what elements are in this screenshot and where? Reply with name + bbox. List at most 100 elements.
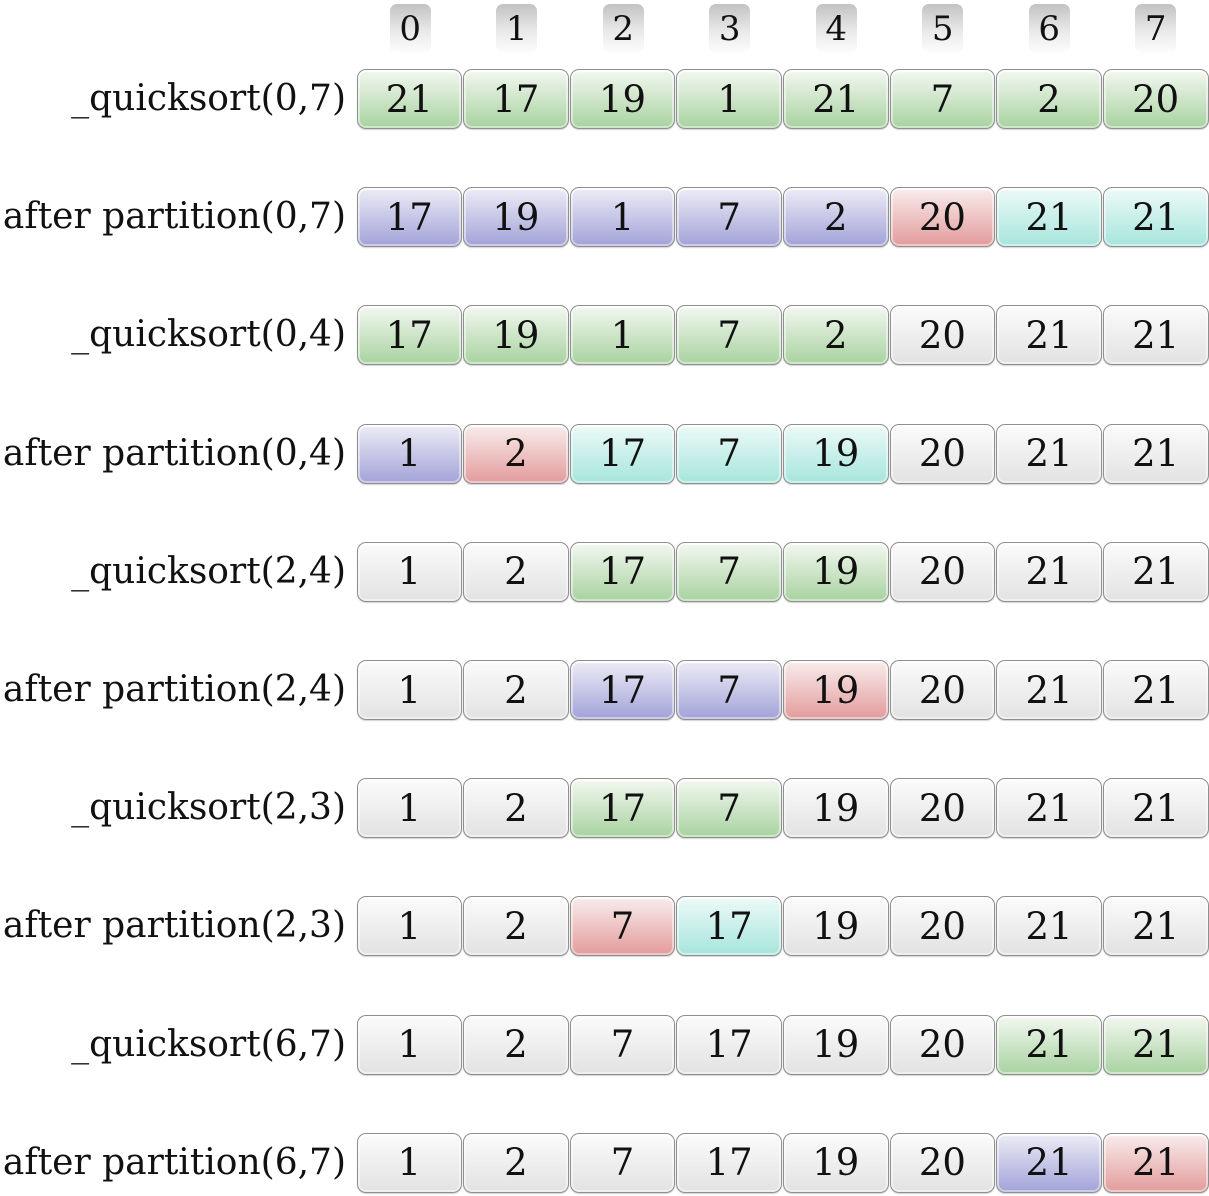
array-cells: 1 2 17 7 19 20 21 21 (356, 660, 1209, 720)
index-label: 5 (922, 4, 964, 53)
array-cell: 17 (356, 305, 463, 366)
array-cell: 20 (1102, 69, 1209, 129)
array-cell: 21 (996, 423, 1102, 484)
array-cell: 17 (676, 896, 782, 957)
after-partition-row: after partition(0,7) 17 19 1 7 2 20 21 21 (0, 187, 1209, 248)
array-cell: 20 (889, 423, 996, 484)
array-cell: 19 (783, 896, 889, 957)
array-cell: 20 (889, 1132, 996, 1193)
array-cells: 1 2 17 7 19 20 21 21 (356, 423, 1209, 484)
index-label: 1 (496, 4, 538, 53)
array-cell: 2 (463, 423, 569, 484)
array-cell: 7 (676, 305, 782, 366)
array-cell: 17 (569, 778, 676, 839)
index-slot: 6 (996, 4, 1103, 53)
row-label: after partition(2,3) (2, 905, 346, 947)
array-cells: 1 2 17 7 19 20 21 21 (356, 541, 1209, 602)
array-cell: 1 (356, 541, 463, 602)
array-cell: 7 (676, 423, 782, 484)
array-cell: 21 (1102, 541, 1209, 602)
array-cell: 20 (889, 1014, 996, 1075)
array-cell: 2 (463, 1014, 569, 1075)
index-slot: 5 (890, 4, 997, 53)
index-slot: 3 (677, 4, 784, 53)
array-cell: 20 (889, 541, 996, 602)
row-label: after partition(0,4) (2, 432, 346, 474)
array-cell: 21 (996, 778, 1102, 839)
array-cells: 21 17 19 1 21 7 2 20 (356, 69, 1209, 129)
array-cell: 21 (996, 305, 1102, 366)
array-cell: 21 (1102, 187, 1209, 248)
array-cell: 19 (569, 69, 676, 129)
index-label: 0 (389, 4, 431, 53)
array-cell: 21 (996, 896, 1102, 957)
array-cell: 20 (889, 896, 996, 957)
array-cell: 21 (1102, 778, 1209, 839)
array-cell: 7 (676, 187, 782, 248)
array-cell: 21 (356, 69, 463, 129)
index-label: 2 (602, 4, 644, 53)
array-cell: 21 (1102, 660, 1209, 720)
array-cell: 17 (356, 187, 463, 248)
array-cell: 21 (1102, 896, 1209, 957)
array-cell: 2 (783, 187, 889, 248)
index-label: 4 (815, 4, 857, 53)
array-cell: 19 (783, 1014, 889, 1075)
array-cell: 2 (996, 69, 1102, 129)
array-cell: 2 (463, 778, 569, 839)
array-cell: 21 (996, 1014, 1102, 1075)
array-cell: 21 (1102, 305, 1209, 366)
index-slot: 4 (783, 4, 890, 53)
array-cell: 19 (463, 187, 569, 248)
quicksort-call-row: _quicksort(2,4) 1 2 17 7 19 20 21 21 (0, 541, 1209, 602)
array-cell: 2 (463, 660, 569, 720)
array-cells: 17 19 1 7 2 20 21 21 (356, 305, 1209, 366)
index-slot: 0 (357, 4, 464, 53)
row-label: after partition(6,7) (2, 1141, 346, 1183)
index-label: 3 (709, 4, 751, 53)
array-cell: 1 (356, 1132, 463, 1193)
array-cells: 17 19 1 7 2 20 21 21 (356, 187, 1209, 248)
row-label: _quicksort(0,4) (71, 314, 346, 356)
array-cell: 21 (1102, 423, 1209, 484)
array-cell: 20 (889, 778, 996, 839)
array-cell: 1 (356, 423, 463, 484)
array-cell: 20 (889, 305, 996, 366)
array-cells: 1 2 7 17 19 20 21 21 (356, 896, 1209, 957)
array-cell: 19 (463, 305, 569, 366)
row-label: after partition(0,7) (2, 196, 346, 238)
after-partition-row: after partition(2,3) 1 2 7 17 19 20 21 21 (0, 896, 1209, 957)
array-cell: 1 (356, 660, 463, 720)
array-cell: 7 (889, 69, 996, 129)
index-label: 7 (1135, 4, 1177, 53)
index-slot: 2 (570, 4, 677, 53)
array-cell: 19 (783, 778, 889, 839)
array-cell: 2 (463, 1132, 569, 1193)
array-cell: 1 (356, 896, 463, 957)
index-slot: 1 (464, 4, 571, 53)
array-cell: 1 (356, 1014, 463, 1075)
quicksort-call-row: _quicksort(2,3) 1 2 17 7 19 20 21 21 (0, 778, 1209, 839)
row-label: _quicksort(0,7) (71, 78, 346, 119)
array-cell: 21 (996, 660, 1102, 720)
array-cell: 7 (569, 1014, 676, 1075)
index-label: 6 (1028, 4, 1070, 53)
array-cell: 21 (996, 187, 1102, 248)
quicksort-call-row: _quicksort(6,7) 1 2 7 17 19 20 21 21 (0, 1014, 1209, 1075)
array-cell: 17 (463, 69, 569, 129)
array-cell: 1 (676, 69, 782, 129)
array-cell: 7 (676, 541, 782, 602)
row-label: after partition(2,4) (2, 669, 346, 710)
array-cell: 21 (996, 1132, 1102, 1193)
array-cell: 19 (783, 423, 889, 484)
row-label: _quicksort(2,3) (71, 787, 346, 829)
array-cell: 21 (783, 69, 889, 129)
array-cell: 19 (783, 541, 889, 602)
index-header-row: 0 1 2 3 4 5 6 7 (357, 4, 1209, 53)
array-cell: 7 (569, 1132, 676, 1193)
index-slot: 7 (1103, 4, 1209, 53)
array-cells: 1 2 7 17 19 20 21 21 (356, 1132, 1209, 1193)
row-label: _quicksort(6,7) (71, 1023, 346, 1065)
after-partition-row: after partition(6,7) 1 2 7 17 19 20 21 21 (0, 1132, 1209, 1193)
